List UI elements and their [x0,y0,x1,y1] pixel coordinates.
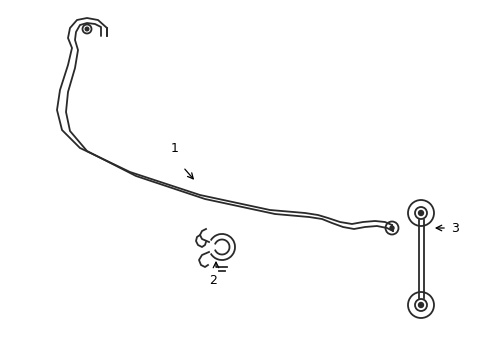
Text: 3: 3 [450,221,458,234]
Circle shape [418,302,423,307]
Circle shape [389,226,393,230]
Circle shape [85,27,89,31]
Text: 2: 2 [209,274,217,287]
Circle shape [418,211,423,216]
Text: 1: 1 [171,141,179,154]
